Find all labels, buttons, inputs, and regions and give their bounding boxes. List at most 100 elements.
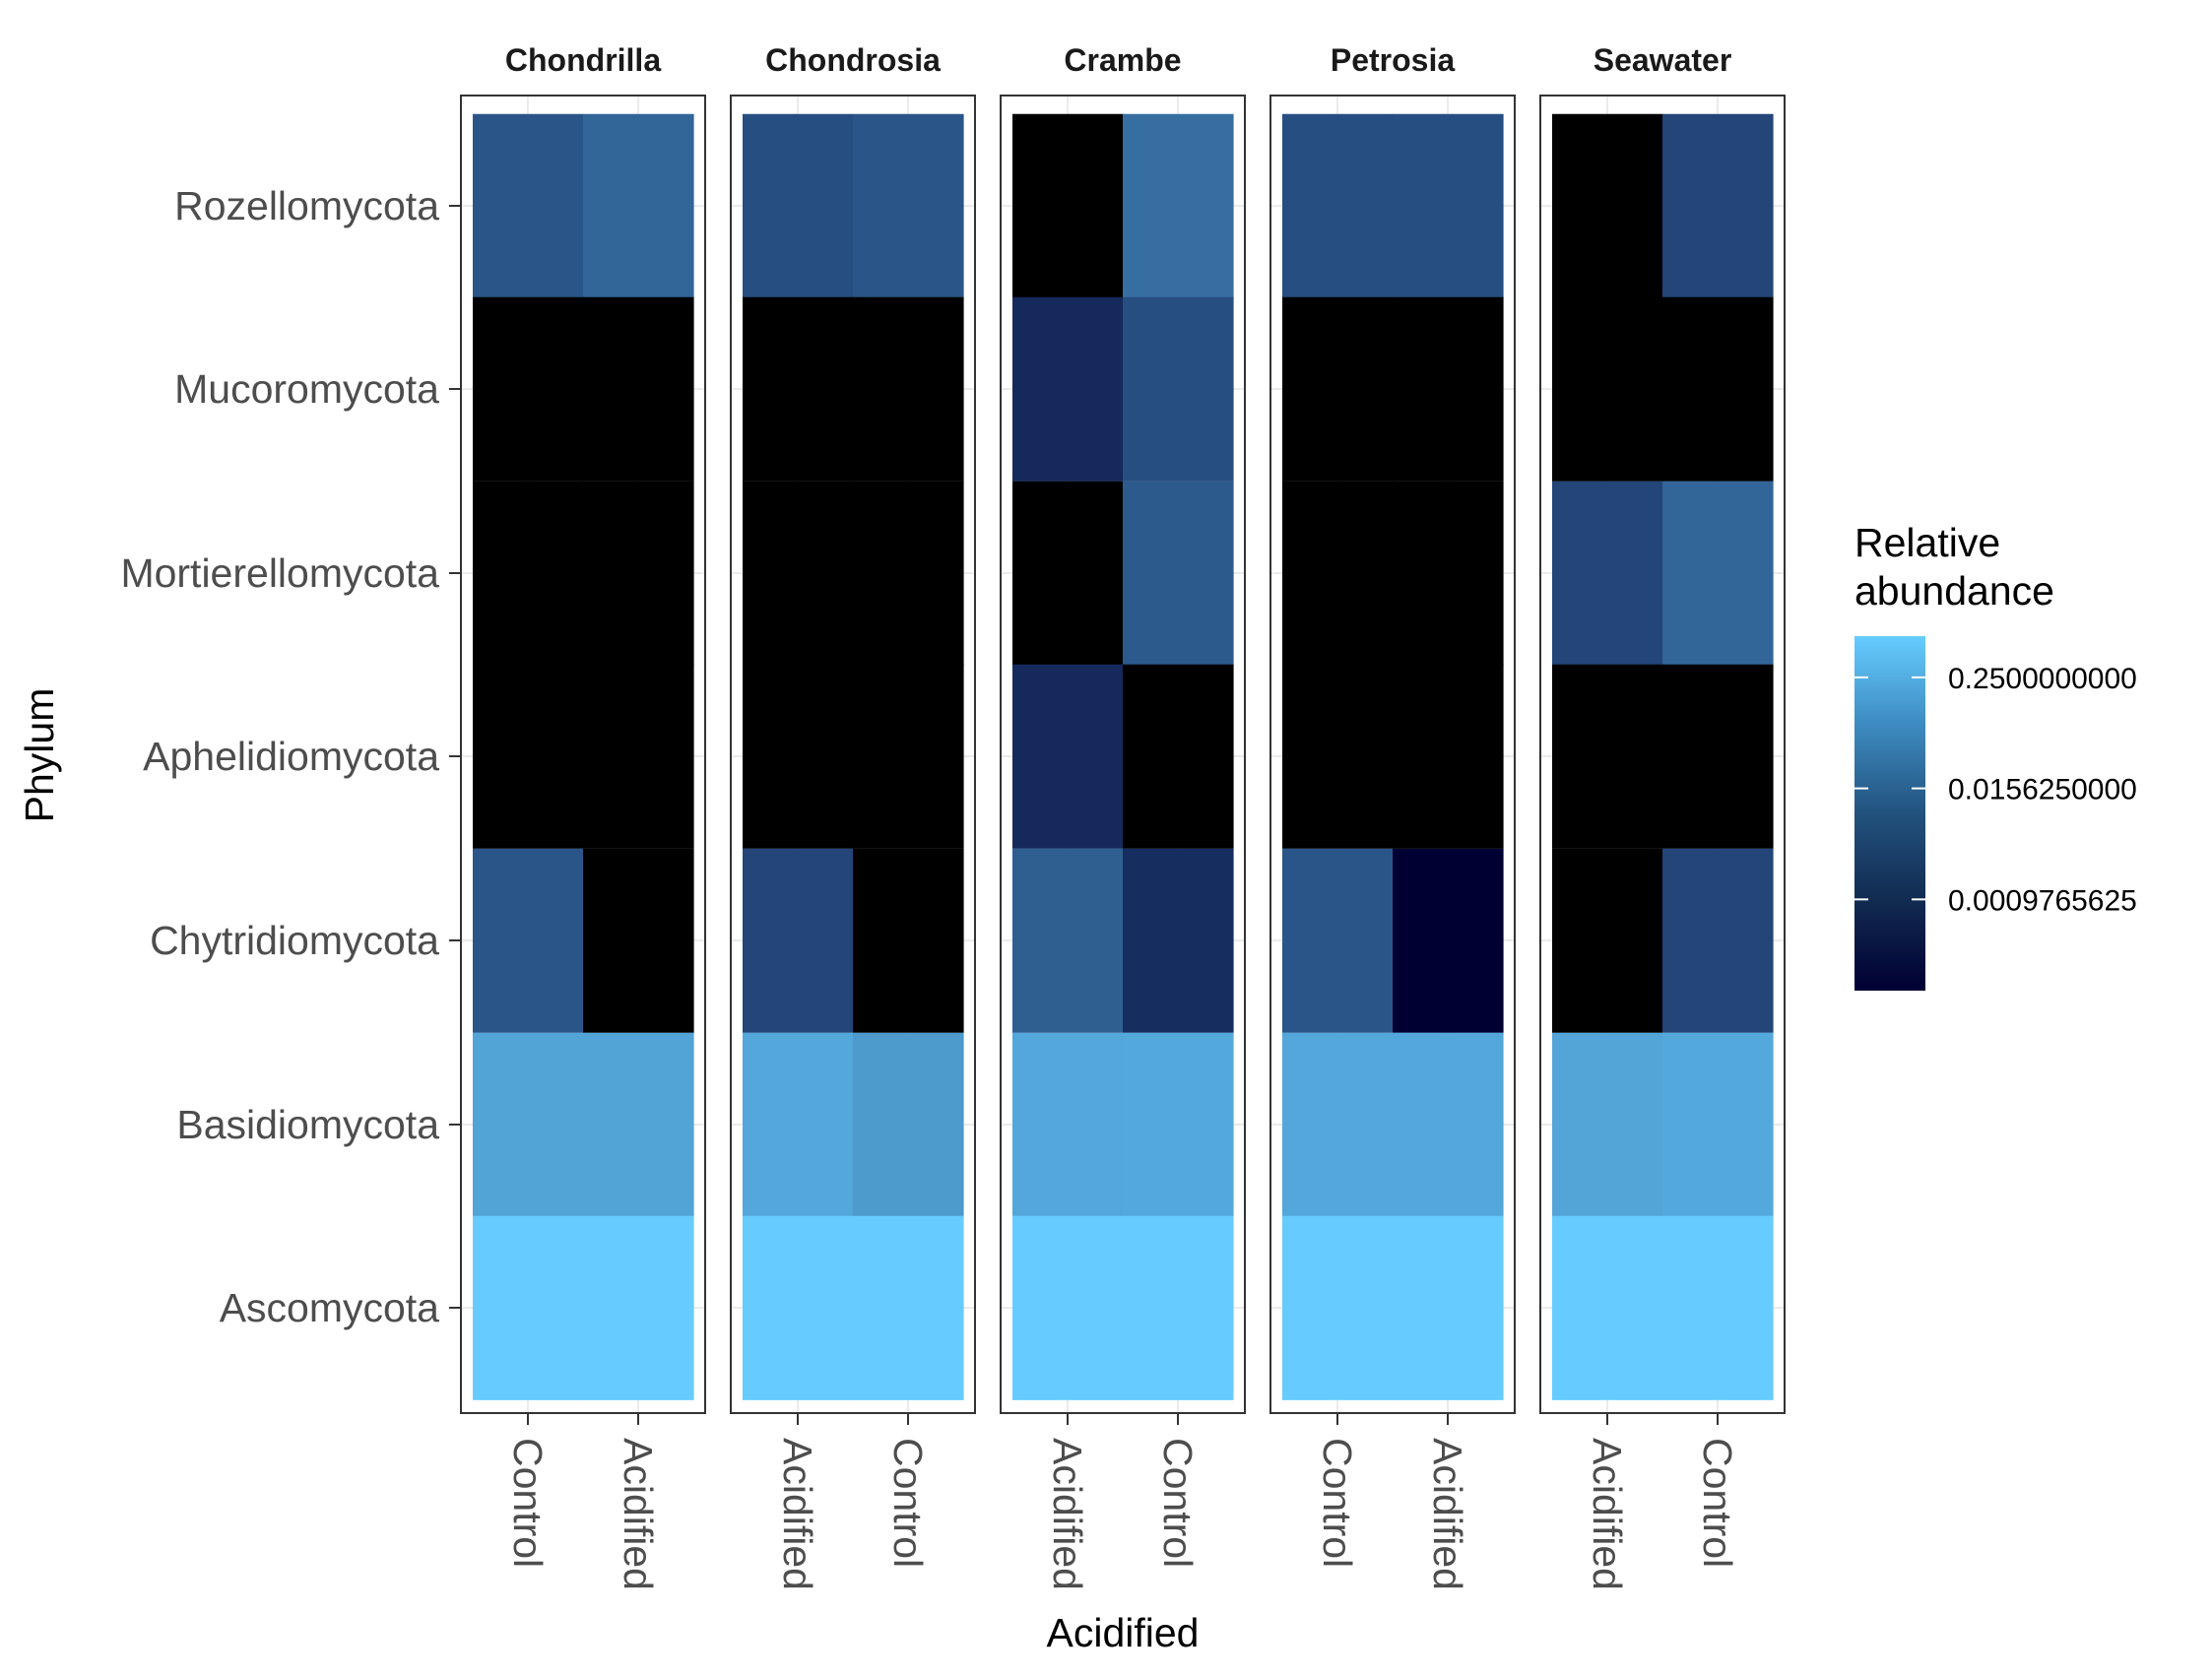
heatmap-cell bbox=[1662, 296, 1774, 482]
heatmap-cell bbox=[473, 113, 584, 298]
heatmap-cell bbox=[1012, 664, 1124, 849]
heatmap-cell bbox=[1393, 113, 1504, 298]
heatmap-cell bbox=[1662, 481, 1774, 666]
heatmap-cell bbox=[853, 848, 964, 1033]
heatmap-cell bbox=[1393, 1032, 1504, 1217]
x-tick-label: Control bbox=[885, 1438, 931, 1568]
panel-border bbox=[1539, 95, 1786, 1414]
facet-title: Chondrilla bbox=[505, 42, 661, 78]
heatmap-cell bbox=[1662, 1032, 1774, 1217]
panel-border bbox=[460, 95, 706, 1414]
heatmap-cell bbox=[473, 481, 584, 666]
heatmap-cell bbox=[1012, 1032, 1124, 1217]
y-tick-label: Chytridiomycota bbox=[150, 918, 439, 963]
legend-tick-label: 0.0156250000 bbox=[1948, 774, 2137, 806]
heatmap-cell bbox=[1552, 664, 1663, 849]
panel-border bbox=[730, 95, 976, 1414]
y-tick-label: Ascomycota bbox=[220, 1285, 439, 1330]
heatmap-cell bbox=[1282, 1032, 1394, 1217]
heatmap-cell bbox=[743, 1215, 854, 1400]
x-tick-label: Acidified bbox=[775, 1438, 820, 1590]
heatmap-cell bbox=[1393, 296, 1504, 482]
heatmap-cell bbox=[1552, 296, 1663, 482]
heatmap-cell bbox=[583, 481, 694, 666]
heatmap-cell bbox=[1123, 664, 1234, 849]
heatmap-cell bbox=[1662, 848, 1774, 1033]
y-tick-label: Aphelidiomycota bbox=[143, 734, 439, 779]
facet-title: Seawater bbox=[1594, 42, 1732, 78]
legend-title-line-2: abundance bbox=[1854, 568, 2054, 613]
heatmap-cell bbox=[1012, 113, 1124, 298]
legend: Relative abundance 0.2500000000 0.0156250… bbox=[1854, 520, 2137, 991]
heatmap-cell bbox=[853, 481, 964, 666]
x-tick-label: Acidified bbox=[1045, 1438, 1090, 1590]
heatmap-cell bbox=[473, 1032, 584, 1217]
x-tick-label: Acidified bbox=[1425, 1438, 1470, 1590]
facet-chondrosia: Chondrosia Acidified Control bbox=[730, 42, 976, 1590]
heatmap-cell bbox=[1123, 113, 1234, 298]
heatmap-cell bbox=[743, 664, 854, 849]
x-tick-label: Acidified bbox=[1585, 1438, 1630, 1590]
facet-seawater: Seawater Acidified Control bbox=[1539, 42, 1786, 1590]
heatmap-cell bbox=[583, 1215, 694, 1400]
heatmap-cell bbox=[1662, 664, 1774, 849]
y-axis-title: Phylum bbox=[17, 688, 62, 823]
heatmap-cell bbox=[1393, 1215, 1504, 1400]
x-tick-label: Control bbox=[505, 1438, 551, 1568]
heatmap-cell bbox=[583, 848, 694, 1033]
heatmap-cell bbox=[1123, 1215, 1234, 1400]
heatmap-cell bbox=[1123, 848, 1234, 1033]
heatmap-cell bbox=[1123, 296, 1234, 482]
y-tick-label: Basidiomycota bbox=[176, 1102, 439, 1147]
x-axis-title: Acidified bbox=[1047, 1610, 1200, 1655]
y-axis: Rozellomycota Mucoromycota Mortierellomyco… bbox=[120, 183, 461, 1330]
heatmap-cell bbox=[1282, 848, 1394, 1033]
heatmap-cell bbox=[1123, 481, 1234, 666]
facet-petrosia: Petrosia Control Acidified bbox=[1269, 42, 1516, 1590]
panel-border bbox=[1000, 95, 1246, 1414]
heatmap-cell bbox=[853, 113, 964, 298]
heatmap-cell bbox=[743, 296, 854, 482]
y-tick-label: Rozellomycota bbox=[174, 183, 439, 228]
x-tick-label: Acidified bbox=[616, 1438, 661, 1590]
heatmap-cell bbox=[743, 848, 854, 1033]
heatmap-cell bbox=[853, 664, 964, 849]
facet-crambe: Crambe Acidified Control bbox=[1000, 42, 1246, 1590]
heatmap-cell bbox=[473, 296, 584, 482]
heatmap-cell bbox=[853, 1215, 964, 1400]
heatmap-cell bbox=[1552, 848, 1663, 1033]
x-tick-label: Control bbox=[1695, 1438, 1740, 1568]
heatmap-cell bbox=[1012, 1215, 1124, 1400]
heatmap-cell bbox=[743, 481, 854, 666]
heatmap-cell bbox=[743, 113, 854, 298]
heatmap-cell bbox=[583, 113, 694, 298]
heatmap-cell bbox=[853, 1032, 964, 1217]
heatmap-cell bbox=[853, 296, 964, 482]
heatmap-cell bbox=[1282, 1215, 1394, 1400]
heatmap-cell bbox=[1662, 113, 1774, 298]
heatmap-cell bbox=[1012, 296, 1124, 482]
heatmap-cell bbox=[473, 1215, 584, 1400]
heatmap-cell bbox=[1282, 113, 1394, 298]
heatmap-cell bbox=[1012, 848, 1124, 1033]
legend-tick-label: 0.0009765625 bbox=[1948, 884, 2137, 917]
facet-chondrilla: Chondrilla Control Acidified bbox=[460, 42, 706, 1590]
heatmap-cell bbox=[1662, 1215, 1774, 1400]
legend-colorbar bbox=[1854, 636, 1925, 991]
facet-title: Chondrosia bbox=[765, 42, 941, 78]
heatmap-cell bbox=[583, 664, 694, 849]
heatmap-cell bbox=[1282, 664, 1394, 849]
heatmap-cell bbox=[1282, 296, 1394, 482]
legend-tick-label: 0.2500000000 bbox=[1948, 663, 2137, 695]
heatmap-cell bbox=[743, 1032, 854, 1217]
heatmap-cell bbox=[1393, 664, 1504, 849]
heatmap-cell bbox=[1552, 1215, 1663, 1400]
x-tick-label: Control bbox=[1155, 1438, 1201, 1568]
y-tick-label: Mortierellomycota bbox=[120, 550, 439, 596]
legend-title-line-1: Relative bbox=[1854, 520, 2000, 565]
heatmap-cell bbox=[1552, 1032, 1663, 1217]
facet-panels: Chondrilla Control Acidified Chondrosia Acid… bbox=[460, 42, 1786, 1590]
facet-title: Crambe bbox=[1064, 42, 1181, 78]
heatmap-cell bbox=[583, 296, 694, 482]
